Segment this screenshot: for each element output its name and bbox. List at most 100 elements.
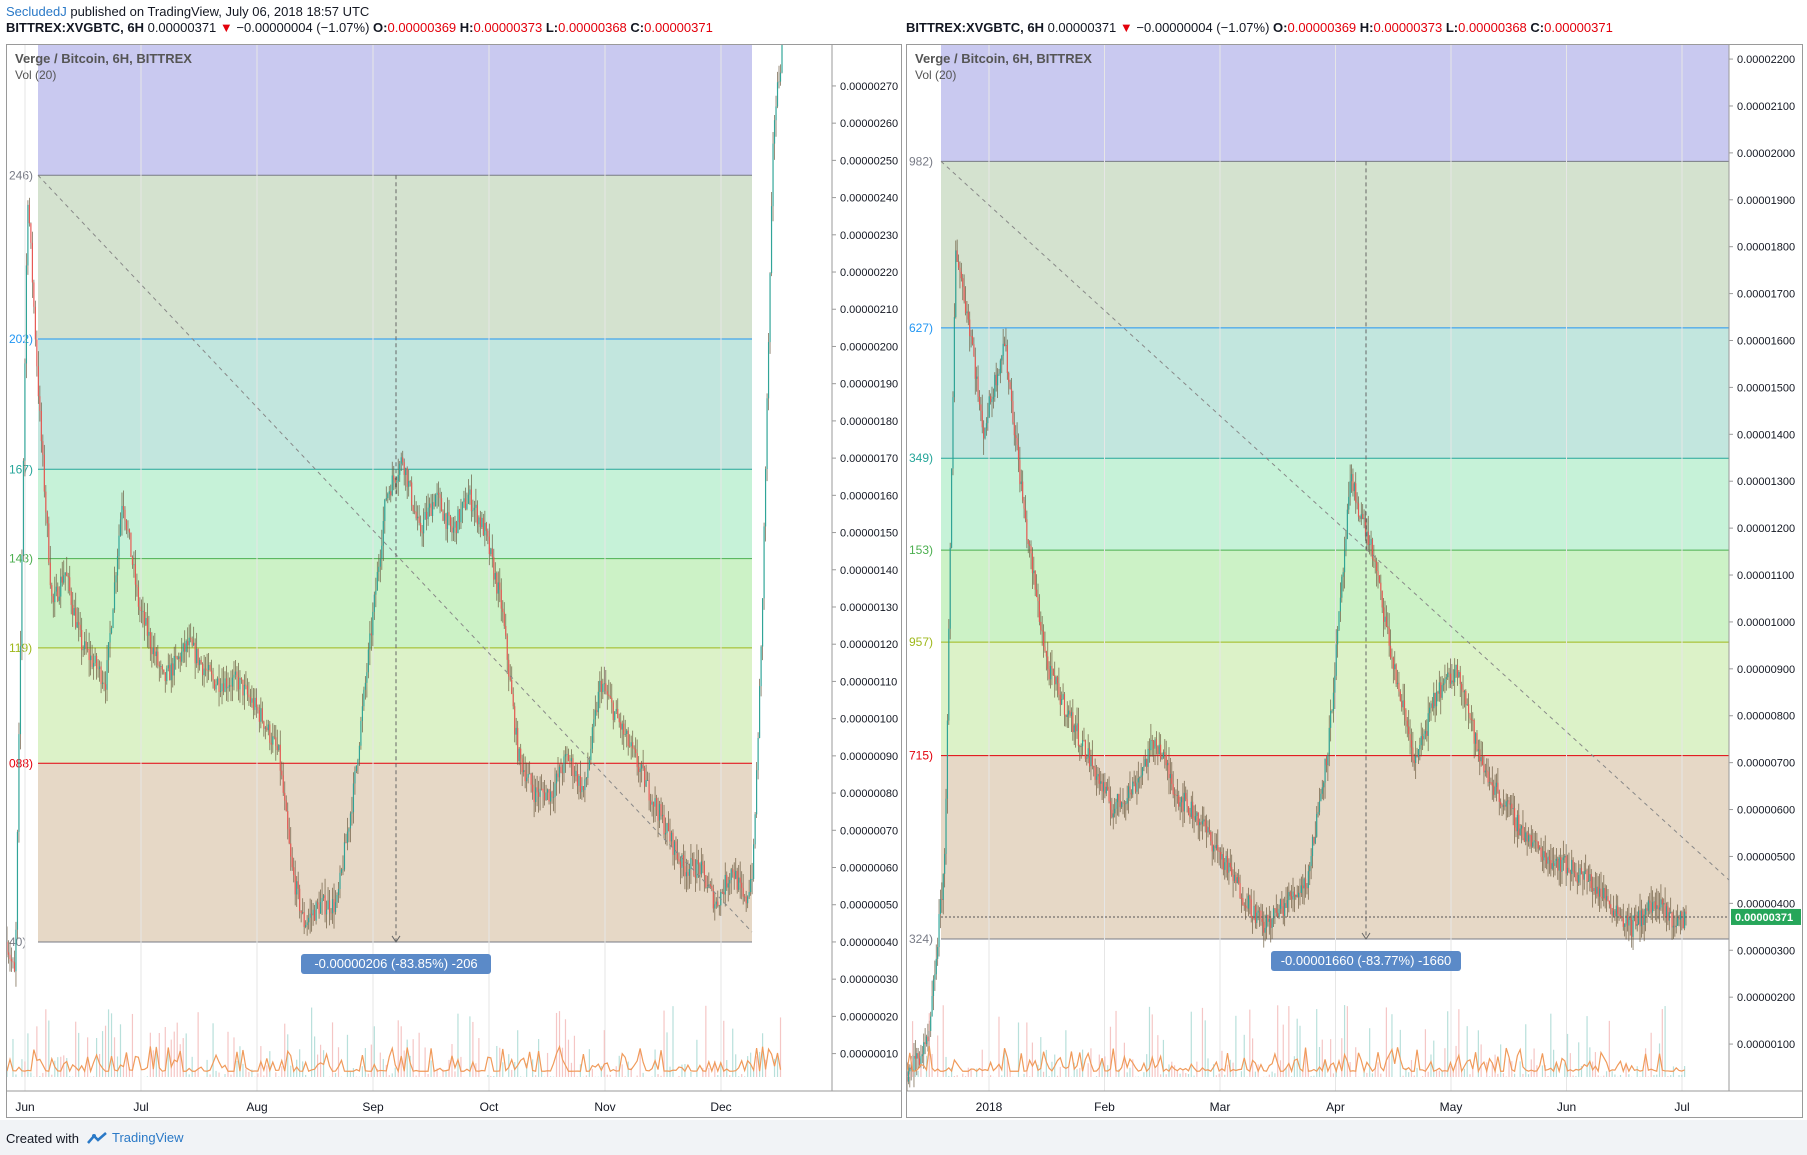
volume-bar [907,1076,908,1077]
chart-right[interactable]: 982)627)349)153)957)715)324)2018 Feb Mar Ap… [907,45,1802,1117]
last-price: 0.00000371 [147,20,217,35]
fib-level-label: 246) [9,168,33,182]
volume-bar [206,1059,208,1077]
volume-bar [1566,1033,1569,1077]
tradingview-link[interactable]: TradingView [86,1130,184,1145]
candle-body [676,852,679,860]
candle-body [322,895,325,898]
candle-body [1005,345,1007,347]
volume-bar [1408,1072,1410,1077]
volume-bar [57,1057,59,1077]
candle-body [15,929,17,972]
last-price: 0.00000371 [1047,20,1117,35]
volume-bar [502,1062,504,1077]
candle-body [1615,905,1617,917]
volume-bar [284,1023,286,1077]
chart-panel-left[interactable]: 246) 202) 167) 143) 119) 088) 40) Jun Jul Aug Sep O… [6,44,902,1118]
candle-body [219,690,222,692]
volume-bar [1597,1075,1599,1077]
candle-body [1394,664,1396,670]
candle-body [1359,516,1361,519]
fib-level-label: 982) [909,154,933,168]
candle-body [1462,689,1464,693]
candle-body [971,336,974,345]
candle-body [779,72,782,82]
candle-body [1413,760,1415,763]
candle-body [1374,560,1376,562]
volume-bar [1065,1030,1067,1077]
candle-body [1459,672,1461,685]
volume-bar [1148,1006,1151,1077]
candle-body [675,841,677,853]
candle-body [1109,801,1112,810]
candle-body [1559,857,1562,872]
candle-body [685,872,688,877]
candle-body [282,775,284,793]
y-tick-label: 0.00000400 [1737,898,1795,910]
fib-level-label: 715) [909,749,933,763]
volume-bar [1469,1074,1471,1077]
volume-bar [1115,1010,1117,1077]
volume-bar [666,1032,668,1077]
volume-bar [131,1013,134,1077]
candle-body [397,474,399,482]
volume-bar [1129,1067,1131,1077]
candle-body [409,481,411,483]
candle-body [1547,856,1549,864]
candle-body [1593,888,1595,891]
candle-body [1318,801,1321,813]
candle-body [1166,762,1169,766]
candle-body [382,521,384,546]
volume-bar [1003,1051,1006,1077]
candle-body [1045,650,1047,657]
candle-body [569,760,571,762]
candle-body [578,775,580,786]
candle-body [1137,778,1139,783]
x-tick-label: 2018 [976,1100,1003,1114]
candle-body [775,106,777,121]
y-tick-label: 0.00000050 [840,900,898,912]
candle-body [543,792,546,801]
candle-body [357,759,359,766]
candle-body [1428,707,1431,714]
candle-body [1658,907,1661,910]
volume-bar [239,1046,241,1077]
volume-bar [236,1060,238,1077]
volume-bar [125,1053,128,1077]
candle-body [506,635,508,660]
fib-level-label: 088) [9,756,33,770]
candle-body [1132,781,1134,795]
candle-body [342,869,344,871]
candle-body [593,719,595,728]
candle-body [611,697,613,703]
low-value: 0.00000368 [1458,20,1527,35]
chart-left[interactable]: 246)202)167)143)119)088)40)Jun Jul Aug Sep O… [7,45,901,1117]
volume-bar [1288,1006,1290,1077]
candle-body [602,684,604,693]
candle-body [503,611,505,626]
volume-bar [639,1048,641,1077]
volume-bar [1594,1052,1597,1077]
candle-body [1537,841,1539,849]
candle-body [1454,669,1456,683]
volume-bar [1519,1061,1521,1077]
candle-body [1105,786,1107,794]
candle-body [1424,731,1427,734]
candle-body [658,804,661,821]
y-tick-label: 0.00000200 [1737,992,1795,1004]
candle-body [1069,710,1071,716]
candle-body [469,489,471,495]
volume-bar [493,1075,495,1077]
volume-bar [1079,1067,1081,1077]
candle-body [106,660,108,690]
author-link[interactable]: SecludedJ [6,4,67,19]
candle-body [240,677,243,680]
volume-bar [182,1038,184,1077]
candle-body [284,792,286,801]
chart-panel-right[interactable]: 982) 627) 349) 153) 957) 715) 324) 2018 Feb Mar Ap… [906,44,1803,1118]
publish-line: SecludedJ published on TradingView, July… [6,4,369,19]
volume-bar [1564,1063,1566,1077]
candle-body [1245,905,1247,908]
candle-body [1437,691,1439,694]
candle-body [1505,801,1507,807]
